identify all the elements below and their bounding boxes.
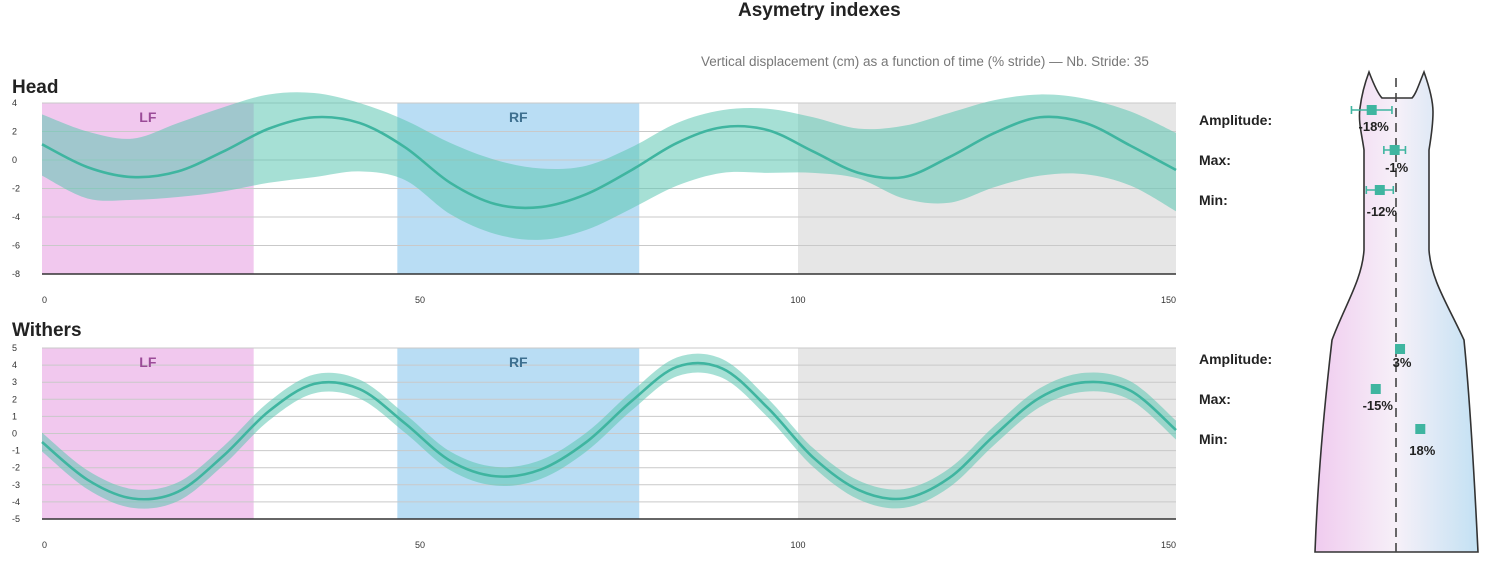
withers-y-tick-label: -5 [12, 514, 20, 524]
withers-x-tick-label: 50 [415, 540, 425, 550]
head-amplitude-value: -18% [1359, 119, 1390, 134]
head-min-marker [1374, 185, 1385, 195]
head-x-tick-label: 150 [1161, 295, 1176, 305]
head-y-tick-label: -4 [12, 212, 20, 222]
head-y-tick-label: 4 [12, 98, 17, 108]
withers-min-value: 18% [1409, 443, 1435, 458]
withers-y-tick-label: 4 [12, 360, 17, 370]
withers-y-tick-label: -2 [12, 463, 20, 473]
withers-zone-label-lf: LF [139, 354, 157, 370]
withers-confidence-band [42, 353, 1176, 509]
asymmetry-markers: Amplitude: -18% Max: -1% Min: -12% Amplitude: 3… [1199, 105, 1436, 458]
withers-min-label: Min: [1199, 431, 1228, 447]
head-min-label: Min: [1199, 192, 1228, 208]
withers-y-tick-label: -1 [12, 446, 20, 456]
withers-mean-line [41, 361, 1177, 501]
head-confidence-band [42, 92, 1176, 240]
withers-x-tick-label: 150 [1161, 540, 1176, 550]
head-zone-label-rf: RF [509, 109, 528, 125]
head-zone-label-lf: LF [139, 109, 157, 125]
withers-zone-label-rf: RF [509, 354, 528, 370]
head-y-tick-label: 0 [12, 155, 17, 165]
withers-chart: LF RF 5 4 3 2 1 0 -1 -2 -3 -4 -5 0 50 100 150 [12, 343, 1177, 550]
withers-y-tick-label: -3 [12, 480, 20, 490]
withers-y-tick-label: 3 [12, 377, 17, 387]
head-x-tick-label: 0 [42, 295, 47, 305]
withers-max-marker [1370, 384, 1381, 394]
head-y-tick-label: -8 [12, 269, 20, 279]
withers-chart-title: Withers [12, 320, 82, 341]
withers-x-tick-label: 0 [42, 540, 47, 550]
withers-y-tick-label: 1 [12, 411, 17, 421]
head-amplitude-label: Amplitude: [1199, 112, 1272, 128]
head-max-marker [1389, 145, 1400, 155]
head-min-value: -12% [1367, 204, 1398, 219]
head-amplitude-marker [1366, 105, 1377, 115]
head-x-tick-label: 50 [415, 295, 425, 305]
withers-max-value: -15% [1363, 398, 1394, 413]
head-max-value: -1% [1385, 160, 1409, 175]
withers-y-tick-label: -4 [12, 497, 20, 507]
withers-y-tick-label: 2 [12, 394, 17, 404]
withers-y-tick-label: 0 [12, 429, 17, 439]
withers-amplitude-marker [1395, 344, 1406, 354]
withers-amplitude-label: Amplitude: [1199, 351, 1272, 367]
head-chart: LF RF 4 2 0 -2 -4 -6 -8 0 50 100 150 [12, 92, 1177, 305]
page-title: Asymetry indexes [738, 0, 901, 21]
head-y-tick-label: -2 [12, 184, 20, 194]
head-max-label: Max: [1199, 152, 1231, 168]
head-y-tick-label: 2 [12, 127, 17, 137]
withers-amplitude-value: 3% [1393, 355, 1412, 370]
head-chart-title: Head [12, 77, 59, 98]
head-mean-line [41, 115, 1177, 210]
withers-x-tick-label: 100 [790, 540, 805, 550]
withers-min-marker [1415, 424, 1426, 434]
head-x-tick-label: 100 [790, 295, 805, 305]
head-y-tick-label: -6 [12, 241, 20, 251]
chart-subtitle: Vertical displacement (cm) as a function… [701, 54, 1149, 69]
withers-y-tick-label: 5 [12, 343, 17, 353]
withers-max-label: Max: [1199, 391, 1231, 407]
